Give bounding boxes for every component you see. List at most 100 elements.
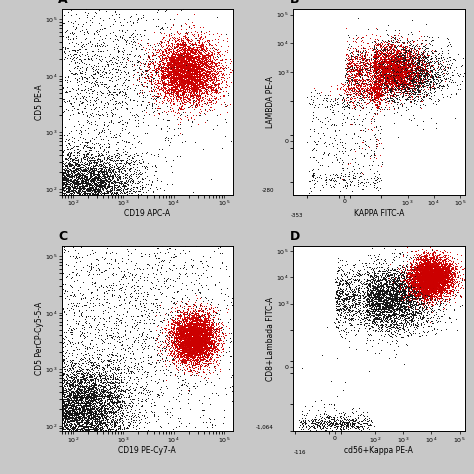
Point bbox=[350, 81, 358, 89]
Point bbox=[430, 271, 438, 278]
Point bbox=[28, 355, 36, 362]
Point bbox=[419, 282, 427, 290]
Point bbox=[383, 79, 391, 87]
Point bbox=[54, 407, 62, 415]
Point bbox=[376, 292, 383, 300]
Point bbox=[419, 287, 427, 295]
Point bbox=[389, 77, 397, 85]
Point bbox=[146, 57, 153, 65]
Point bbox=[93, 39, 100, 46]
Point bbox=[386, 65, 393, 73]
Point bbox=[35, 68, 42, 76]
Point bbox=[218, 78, 226, 85]
Point bbox=[395, 274, 403, 282]
Point bbox=[74, 184, 82, 191]
Point bbox=[382, 307, 389, 314]
Point bbox=[182, 25, 190, 32]
Point bbox=[56, 179, 64, 187]
Point bbox=[410, 281, 418, 289]
Point bbox=[407, 72, 414, 80]
Point bbox=[181, 347, 189, 355]
Point bbox=[69, 389, 76, 397]
Point bbox=[389, 307, 396, 315]
Point bbox=[62, 407, 69, 415]
Point bbox=[52, 182, 59, 190]
Point bbox=[388, 76, 395, 84]
Point bbox=[430, 278, 438, 286]
Point bbox=[342, 271, 350, 278]
Point bbox=[88, 173, 95, 180]
Point bbox=[403, 331, 411, 339]
Point bbox=[17, 368, 24, 376]
Point bbox=[399, 325, 406, 333]
Point bbox=[401, 44, 409, 51]
Point bbox=[381, 65, 388, 73]
Point bbox=[401, 60, 408, 68]
Point bbox=[414, 271, 421, 278]
Point bbox=[376, 287, 383, 295]
Point bbox=[34, 308, 42, 315]
Point bbox=[185, 330, 192, 338]
Point bbox=[173, 60, 180, 67]
Point bbox=[458, 61, 466, 69]
Point bbox=[438, 275, 446, 283]
Point bbox=[387, 74, 395, 82]
Point bbox=[397, 86, 404, 93]
Point bbox=[381, 80, 389, 87]
Point bbox=[77, 155, 84, 162]
Point bbox=[388, 62, 396, 70]
Point bbox=[50, 463, 57, 470]
Point bbox=[115, 240, 123, 247]
Point bbox=[104, 144, 111, 151]
Point bbox=[80, 155, 88, 163]
Point bbox=[376, 43, 383, 51]
Point bbox=[89, 299, 97, 306]
Point bbox=[369, 292, 376, 299]
Point bbox=[35, 189, 42, 197]
Point bbox=[77, 182, 85, 190]
Point bbox=[195, 348, 202, 356]
Point bbox=[198, 72, 205, 79]
Point bbox=[392, 68, 399, 75]
Point bbox=[410, 289, 417, 297]
Point bbox=[46, 171, 54, 178]
Point bbox=[401, 81, 409, 89]
Point bbox=[170, 333, 178, 341]
Point bbox=[410, 270, 417, 278]
Point bbox=[62, 367, 69, 374]
Point bbox=[429, 273, 437, 281]
Point bbox=[64, 18, 72, 25]
Point bbox=[409, 281, 417, 289]
Point bbox=[365, 299, 373, 306]
Point bbox=[196, 353, 204, 360]
Point bbox=[383, 298, 391, 306]
Point bbox=[86, 110, 94, 118]
Point bbox=[108, 193, 116, 201]
Point bbox=[363, 68, 370, 75]
Point bbox=[452, 78, 459, 86]
Point bbox=[402, 78, 410, 86]
Point bbox=[405, 280, 413, 287]
Point bbox=[392, 306, 400, 313]
Point bbox=[108, 166, 116, 174]
Point bbox=[189, 347, 197, 355]
Point bbox=[98, 414, 106, 421]
Point bbox=[184, 69, 192, 76]
Point bbox=[201, 33, 209, 41]
Point bbox=[392, 63, 399, 71]
Point bbox=[97, 183, 104, 191]
Point bbox=[363, 294, 371, 301]
Point bbox=[435, 286, 442, 294]
Point bbox=[50, 418, 58, 426]
Point bbox=[109, 365, 116, 373]
Point bbox=[175, 333, 182, 341]
Point bbox=[181, 80, 188, 88]
Point bbox=[415, 79, 423, 86]
Point bbox=[203, 308, 210, 316]
Point bbox=[90, 414, 97, 422]
Point bbox=[149, 222, 156, 229]
Point bbox=[401, 62, 409, 70]
Point bbox=[104, 166, 111, 174]
Point bbox=[421, 53, 428, 60]
Point bbox=[202, 376, 210, 384]
